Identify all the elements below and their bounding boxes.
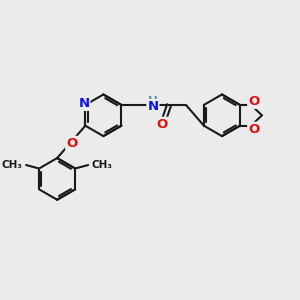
Text: CH₃: CH₃ — [2, 160, 22, 170]
Text: H: H — [148, 95, 158, 108]
Text: O: O — [157, 118, 168, 131]
Text: N: N — [78, 97, 89, 110]
Text: O: O — [248, 123, 260, 136]
Text: N: N — [147, 100, 158, 113]
Text: O: O — [66, 137, 77, 150]
Text: O: O — [248, 95, 260, 108]
Text: CH₃: CH₃ — [92, 160, 112, 170]
